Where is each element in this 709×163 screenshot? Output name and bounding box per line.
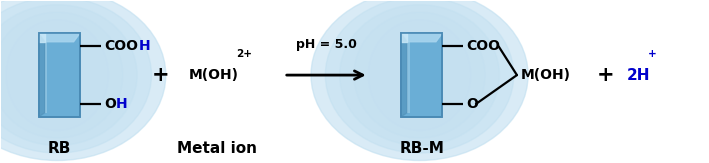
- Text: M(OH): M(OH): [189, 68, 238, 82]
- Bar: [39, 33, 80, 117]
- Polygon shape: [39, 33, 80, 42]
- Text: 2H: 2H: [626, 68, 650, 83]
- Polygon shape: [401, 33, 442, 42]
- Polygon shape: [39, 33, 45, 42]
- Text: H: H: [116, 97, 128, 111]
- Ellipse shape: [311, 0, 528, 161]
- Ellipse shape: [0, 5, 137, 146]
- Bar: [39, 33, 80, 117]
- Ellipse shape: [325, 0, 514, 153]
- Text: M(OH): M(OH): [520, 68, 571, 82]
- Text: O: O: [466, 97, 478, 111]
- Ellipse shape: [0, 12, 123, 138]
- Polygon shape: [39, 33, 45, 117]
- Text: Metal ion: Metal ion: [177, 141, 257, 156]
- Ellipse shape: [369, 20, 471, 131]
- Polygon shape: [401, 33, 407, 42]
- Text: O: O: [104, 97, 116, 111]
- Bar: [401, 33, 442, 117]
- Polygon shape: [401, 33, 407, 117]
- Text: RB: RB: [48, 141, 71, 156]
- Text: COO: COO: [466, 39, 500, 53]
- Text: H: H: [139, 39, 151, 53]
- Text: +: +: [647, 49, 657, 59]
- Bar: [401, 33, 442, 117]
- Ellipse shape: [0, 0, 152, 153]
- Bar: [45, 42, 48, 113]
- Text: +: +: [596, 65, 614, 85]
- Text: COO: COO: [104, 39, 138, 53]
- Text: RB-M: RB-M: [399, 141, 444, 156]
- Text: 2+: 2+: [237, 49, 252, 59]
- Ellipse shape: [340, 5, 499, 146]
- Text: pH = 5.0: pH = 5.0: [296, 38, 357, 51]
- Ellipse shape: [0, 0, 166, 161]
- Bar: [407, 42, 410, 113]
- Ellipse shape: [354, 12, 485, 138]
- Text: +: +: [152, 65, 169, 85]
- Ellipse shape: [6, 20, 108, 131]
